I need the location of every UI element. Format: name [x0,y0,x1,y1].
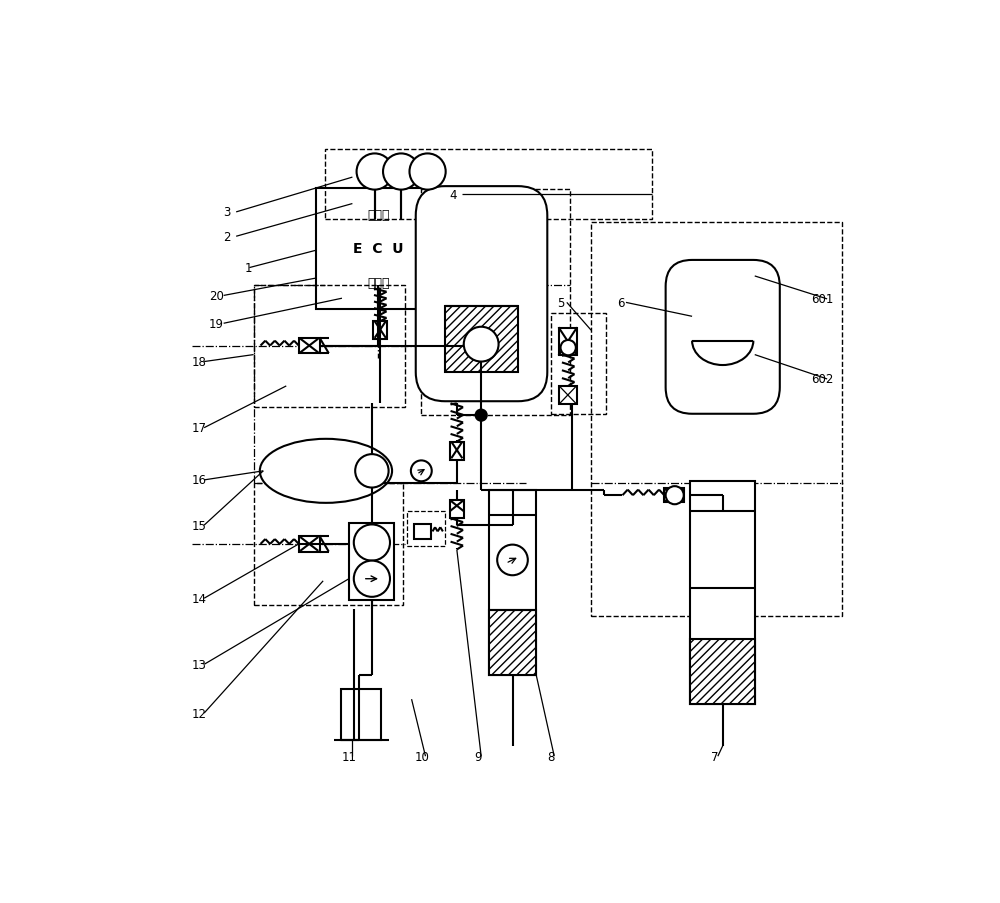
Text: 9: 9 [474,749,481,763]
Bar [299,536,320,552]
Circle shape [354,561,390,597]
FancyBboxPatch shape [666,261,780,414]
Bar [407,512,445,546]
Text: 7: 7 [711,749,718,763]
Text: 3: 3 [223,206,231,219]
Circle shape [666,487,684,505]
Ellipse shape [260,440,392,503]
Bar [325,150,652,219]
Circle shape [409,154,446,191]
Text: 12: 12 [192,707,207,720]
Bar [551,313,606,414]
Bar [591,223,842,616]
Circle shape [411,461,432,481]
Text: 20: 20 [209,290,224,303]
Bar [299,339,320,354]
Text: 19: 19 [209,318,224,330]
Text: 输入端: 输入端 [367,209,389,221]
Bar [316,189,440,310]
Circle shape [497,545,528,575]
Bar [489,491,536,675]
Bar [414,524,431,539]
Text: 11: 11 [341,749,356,763]
Bar [254,484,403,606]
Text: 1: 1 [244,262,252,275]
Text: 18: 18 [192,356,207,368]
Text: 601: 601 [811,293,833,306]
Text: 5: 5 [558,296,565,310]
Circle shape [464,328,499,362]
Bar [445,306,518,373]
Bar [450,442,464,461]
Bar [349,524,394,600]
Text: 16: 16 [192,474,207,487]
Text: 8: 8 [547,749,554,763]
Circle shape [476,410,487,421]
Bar [690,639,755,704]
Bar [450,500,464,518]
Bar [254,285,405,407]
Bar [421,190,570,415]
Circle shape [561,340,576,356]
Text: 10: 10 [415,749,429,763]
Text: E  C  U: E C U [353,242,403,256]
Text: 6: 6 [617,296,624,310]
Text: 17: 17 [192,422,207,434]
Bar [559,386,577,405]
Text: 602: 602 [811,373,833,386]
Bar [664,489,684,503]
Bar [690,481,755,704]
Text: 13: 13 [192,658,207,671]
Text: 4: 4 [450,189,457,201]
Circle shape [354,525,390,561]
Text: 15: 15 [192,519,207,532]
Circle shape [355,454,389,488]
Bar [373,321,387,340]
Bar [559,329,577,355]
Text: 输出端: 输出端 [367,276,389,290]
Text: 14: 14 [192,592,207,605]
Text: 2: 2 [223,230,231,244]
Bar [341,690,381,740]
Circle shape [383,154,419,191]
Bar [489,610,536,675]
FancyBboxPatch shape [416,187,547,402]
Circle shape [357,154,393,191]
